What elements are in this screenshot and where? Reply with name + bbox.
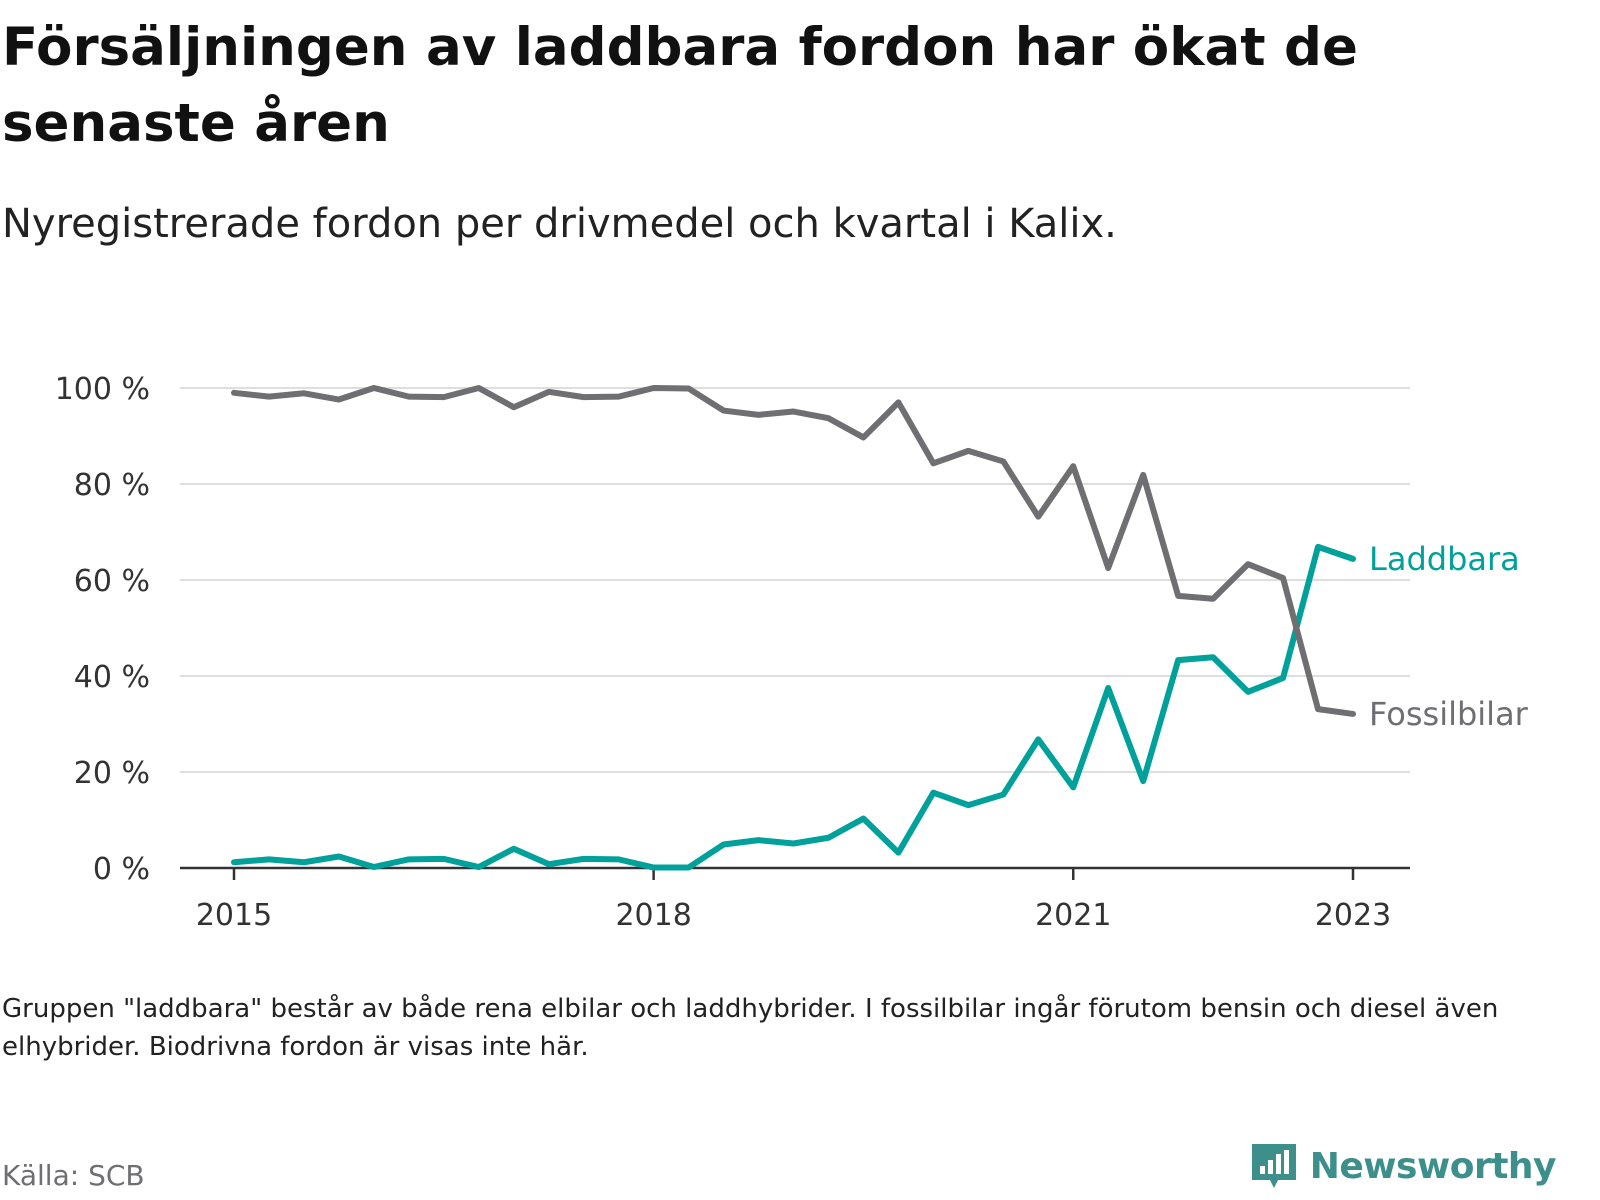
newsworthy-logo-icon [1251,1144,1296,1188]
y-axis-ticks: 0 % 20 % 40 % 60 % 80 % 100 % [55,372,150,887]
y-tick-label: 100 % [55,372,150,407]
brand-name: Newsworthy [1309,1145,1557,1187]
chart-title: Försäljningen av laddbara fordon har öka… [2,17,1358,154]
series-labels: Laddbara Fossilbilar [1369,540,1529,733]
y-tick-label: 40 % [74,660,150,695]
series-lines [231,385,1356,871]
x-tick-label: 2023 [1315,898,1391,933]
grid-lines [180,387,1410,773]
y-tick-label: 20 % [74,756,150,791]
chart-subtitle: Nyregistrerade fordon per drivmedel och … [2,201,1117,247]
chart-footnote: Gruppen "laddbara" består av både rena e… [2,994,1499,1062]
brand-logo: Newsworthy [1248,1140,1557,1192]
x-tick-label: 2021 [1035,898,1111,933]
series-line-laddbara [231,543,1356,871]
series-line-fossilbilar [231,385,1356,717]
y-tick-label: 60 % [74,564,150,599]
x-tick-label: 2018 [615,898,691,933]
x-tick-label: 2015 [196,898,272,933]
y-tick-label: 0 % [93,852,150,887]
series-label-laddbara: Laddbara [1369,540,1520,578]
series-label-fossilbilar: Fossilbilar [1369,695,1529,733]
y-tick-label: 80 % [74,468,150,503]
source-credit: Källa: SCB [2,1159,145,1192]
x-axis: 2015 2018 2021 2023 [180,866,1410,933]
line-chart: 0 % 20 % 40 % 60 % 80 % 100 % 2015 2018 2021 202… [55,372,1529,933]
